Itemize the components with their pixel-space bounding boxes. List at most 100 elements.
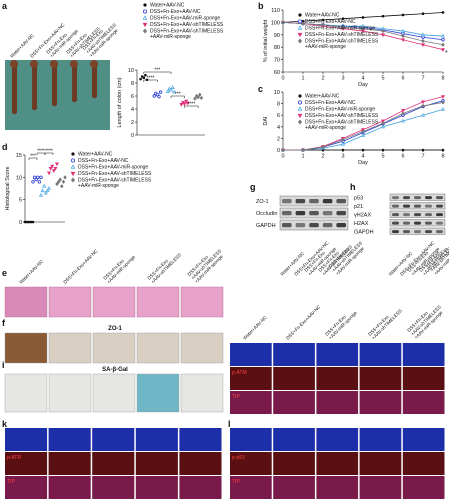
legend-label: DSS+Fn-Exo+AAV-miR-sponge — [305, 107, 375, 113]
legend-label: DSS+Fn-Exo+AAV-shTIMELESS +AAV-miR-sponge — [78, 178, 152, 190]
data-point — [321, 144, 325, 150]
data-point — [144, 73, 147, 77]
panel-label: d — [2, 142, 8, 152]
cecum — [50, 60, 58, 68]
if-label: p-p53 — [232, 455, 245, 461]
blot-band — [403, 204, 410, 208]
blot-band — [392, 196, 399, 200]
blot-band — [403, 230, 410, 234]
y-title-group: Histological Score — [5, 166, 11, 210]
blot-band — [414, 221, 421, 225]
legend-label: DSS+Fn-Exo+AAV-shTIMELESS — [78, 171, 152, 177]
data-point — [341, 148, 345, 152]
data-point — [46, 186, 52, 190]
y-tick-label: 6 — [277, 113, 280, 119]
data-point — [421, 35, 425, 39]
group-label: DSS+Fn-Exo+AAV-miR-sponge — [102, 250, 136, 284]
data-point — [421, 38, 425, 44]
group-label: Water+AAV-NC — [18, 258, 44, 284]
y-tick-label: 4 — [131, 107, 134, 113]
if-image — [135, 452, 178, 475]
data-point — [441, 11, 445, 14]
data-point — [420, 112, 426, 117]
sig-bracket — [28, 157, 38, 160]
sa-gal-image — [136, 373, 180, 413]
data-point — [360, 133, 366, 137]
data-point — [340, 141, 346, 146]
x-tick-label: 4 — [361, 76, 364, 82]
group-label: Water+AAV-NC — [242, 314, 268, 340]
legend-marker — [70, 177, 76, 183]
legend-label: Water+AAV-NC — [305, 13, 340, 19]
data-point — [199, 95, 204, 101]
sig-bracket — [170, 95, 185, 98]
y-axis-title: Histological Score — [5, 166, 11, 210]
if-image — [402, 452, 445, 475]
y-tick-label: 10 — [16, 175, 22, 181]
legend-label: DSS+Fn-Exo+AAV-NC — [305, 19, 356, 25]
legend-marker — [70, 171, 76, 177]
panel-label: l — [228, 419, 231, 429]
blot-band — [336, 223, 346, 228]
if-image — [48, 476, 91, 499]
if-image — [230, 343, 272, 366]
blot-label: p21 — [354, 204, 363, 210]
if-image — [316, 343, 359, 366]
data-point — [301, 19, 305, 23]
colon — [72, 64, 77, 102]
group-label: DSS+Fn-Exo+AAV-NC — [285, 304, 322, 341]
y-title-group: Length of colon (cm) — [117, 77, 123, 127]
data-point — [36, 175, 40, 180]
y-tick-label: 6 — [131, 94, 134, 100]
x-tick-label: 7 — [421, 76, 424, 82]
colon — [12, 64, 17, 114]
legend-label: DSS+Fn-Exo+AAV-NC — [305, 100, 356, 106]
panel-label: e — [2, 268, 7, 278]
legend-marker — [297, 106, 303, 111]
sig-label: **** — [37, 149, 45, 155]
group-header: DSS+Fn-Exo+AAV-miR-sponge — [102, 250, 136, 284]
sig-label: * — [445, 50, 448, 57]
y-axis-title: Length of colon (cm) — [117, 77, 123, 127]
data-point — [34, 177, 38, 182]
x-tick-label: 4 — [361, 154, 364, 160]
if-image — [48, 428, 91, 451]
y-tick-label: 2 — [277, 136, 280, 142]
data-point — [61, 179, 66, 184]
ihc-image — [48, 332, 92, 364]
x-tick-label: 2 — [321, 154, 324, 160]
legend-label: DSS+Fn-Exo+AAV-NC — [150, 9, 201, 15]
blot-band — [336, 199, 346, 204]
legend-label: DSS+Fn-Exo+AAV-miR-sponge — [150, 16, 220, 22]
sa-gal-image — [92, 373, 136, 413]
blot-band — [336, 211, 346, 216]
data-point — [441, 38, 445, 42]
colon — [52, 64, 57, 106]
data-point — [53, 167, 58, 171]
blot-band — [295, 211, 306, 216]
data-point — [37, 180, 42, 184]
data-point — [420, 43, 426, 48]
legend-label: DSS+Fn-Exo+AAV-NC — [78, 158, 129, 164]
panel-label: a — [2, 1, 8, 11]
if-image — [230, 428, 272, 451]
ihc-image — [4, 332, 48, 364]
stain-title: ZO-1 — [108, 326, 122, 332]
blot-band — [322, 223, 333, 228]
if-image — [273, 343, 315, 366]
legend-marker — [297, 119, 303, 125]
if-image — [316, 391, 359, 414]
data-point — [184, 99, 189, 104]
data-point — [400, 28, 406, 33]
data-point — [54, 162, 60, 167]
data-point — [321, 18, 325, 22]
y-tick-label: 90 — [274, 33, 280, 39]
blot-band — [425, 213, 432, 217]
legend-marker — [142, 15, 148, 20]
y-title-group: % of initial weight — [263, 19, 269, 62]
if-image — [92, 452, 135, 475]
if-image — [5, 428, 48, 451]
x-tick-label: 5 — [381, 154, 384, 160]
if-image — [230, 452, 272, 475]
